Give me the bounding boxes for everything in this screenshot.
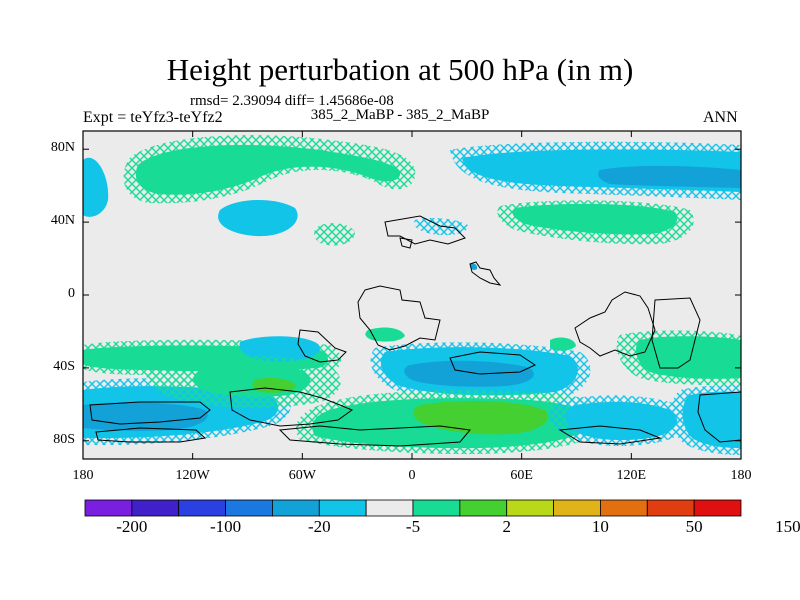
anomaly-region <box>470 263 478 270</box>
colorbar-swatch <box>318 499 367 517</box>
colorbar-swatch <box>131 499 180 517</box>
colorbar-swatch <box>693 499 742 517</box>
colorbar-swatch <box>84 499 133 517</box>
anomaly-region <box>512 203 678 235</box>
anomaly-region <box>83 402 208 431</box>
colorbar-swatch <box>272 499 320 517</box>
colorbar-swatch <box>506 499 554 517</box>
colorbar-swatch <box>646 499 695 517</box>
coastline <box>449 351 537 375</box>
anomaly-region <box>314 223 355 246</box>
anomaly-region <box>550 337 576 351</box>
colorbar-label: -100 <box>209 517 242 536</box>
lon-label: 120E <box>616 468 647 483</box>
axis-ticks <box>82 131 742 459</box>
lon-label: 120W <box>175 468 210 483</box>
colorbar-label: 50 <box>685 517 703 536</box>
lat-label: 40N <box>50 213 75 229</box>
season-label: ANN <box>703 109 738 126</box>
lat-label: 80S <box>53 431 75 447</box>
colorbar-label: -200 <box>116 517 148 536</box>
coastline <box>697 391 741 443</box>
coastline <box>469 261 502 286</box>
lon-label: 0 <box>408 468 416 483</box>
anomaly-region <box>135 145 401 195</box>
coastline <box>574 291 656 357</box>
case-names: 385_2_MaBP - 385_2_MaBP <box>310 107 490 123</box>
colorbar-swatch <box>365 499 414 517</box>
anomaly-region <box>404 360 534 387</box>
lat-label: 40S <box>53 358 75 374</box>
coastline <box>384 215 466 245</box>
stats-text: rmsd= 2.39094 diff= 1.45686e-08 <box>190 93 394 109</box>
coastline <box>399 237 413 249</box>
anomaly-region <box>218 199 298 237</box>
coastline <box>651 297 701 369</box>
coastline <box>357 285 441 351</box>
coastline <box>89 401 211 425</box>
colorbar-label: 2 <box>502 517 511 536</box>
anomaly-fields <box>83 135 741 455</box>
colorbar-label: 150 <box>775 517 800 536</box>
experiment-label: Expt = teYfz3-teYfz2 <box>83 109 223 126</box>
coastline <box>558 425 662 445</box>
lon-label: 60E <box>510 468 533 483</box>
colorbar-swatch <box>225 499 273 517</box>
lon-label: 180 <box>72 468 94 483</box>
anomaly-region <box>598 165 741 188</box>
anomaly-region <box>365 327 405 342</box>
colorbar-swatch <box>459 499 508 517</box>
coastline <box>278 425 471 447</box>
coastlines <box>89 215 741 447</box>
lon-label: 60W <box>288 468 316 483</box>
anomaly-region <box>682 391 741 448</box>
lat-label: 80N <box>50 140 75 156</box>
anomaly-region <box>565 401 678 441</box>
anomaly-region <box>239 336 321 362</box>
colorbar-label: -20 <box>307 517 331 536</box>
colorbar-label: 10 <box>591 517 609 536</box>
anomaly-region <box>252 378 296 393</box>
anomaly-region <box>83 157 109 217</box>
lat-label: 0 <box>68 286 75 301</box>
coastline <box>95 427 207 443</box>
colorbar-swatch <box>553 499 601 517</box>
coastline <box>229 387 354 427</box>
colorbar-swatch <box>178 499 226 517</box>
coastline <box>297 329 347 363</box>
plot-title: Height perturbation at 500 hPa (in m) <box>166 52 634 87</box>
colorbar-swatch <box>412 499 461 517</box>
colorbar-swatch <box>600 499 648 517</box>
colorbar-label: -5 <box>405 517 421 536</box>
lon-label: 180 <box>730 468 752 483</box>
anomaly-region <box>413 400 549 435</box>
